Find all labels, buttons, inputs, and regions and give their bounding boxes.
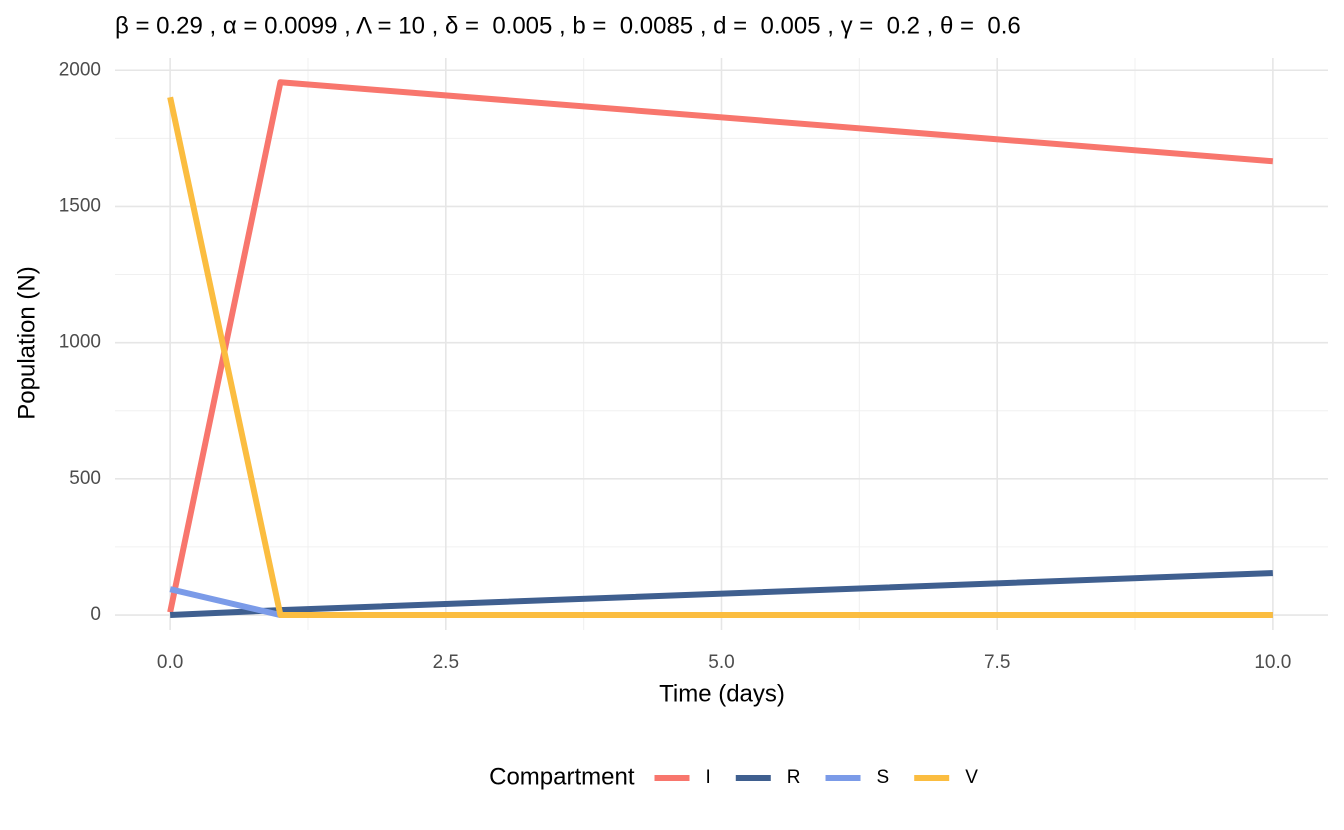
y-tick-label: 1000 xyxy=(59,332,101,353)
y-tick-label: 1500 xyxy=(59,195,101,216)
x-tick-label: 0.0 xyxy=(157,652,183,673)
y-axis-label: Population (N) xyxy=(13,266,40,419)
legend-label: V xyxy=(965,767,978,788)
y-tick-label: 0 xyxy=(90,604,101,625)
legend-label: R xyxy=(787,767,801,788)
series-line xyxy=(167,96,1273,619)
legend-label: I xyxy=(706,767,711,788)
x-tick-label: 5.0 xyxy=(708,652,734,673)
x-tick-label: 2.5 xyxy=(433,652,459,673)
legend-title: Compartment xyxy=(489,763,635,790)
legend-label: S xyxy=(877,767,890,788)
x-axis-label: Time (days) xyxy=(659,680,785,707)
legend: Compartment I R S V xyxy=(489,763,978,790)
x-tick-label: 10.0 xyxy=(1254,652,1291,673)
series-line xyxy=(167,79,1274,613)
x-tick-label: 7.5 xyxy=(984,652,1010,673)
lines xyxy=(167,79,1274,619)
chart-title: β = 0.29 , α = 0.0099 , Λ = 10 , δ = 0.0… xyxy=(115,12,1021,39)
y-tick-label: 500 xyxy=(69,468,101,489)
y-tick-label: 2000 xyxy=(59,59,101,80)
